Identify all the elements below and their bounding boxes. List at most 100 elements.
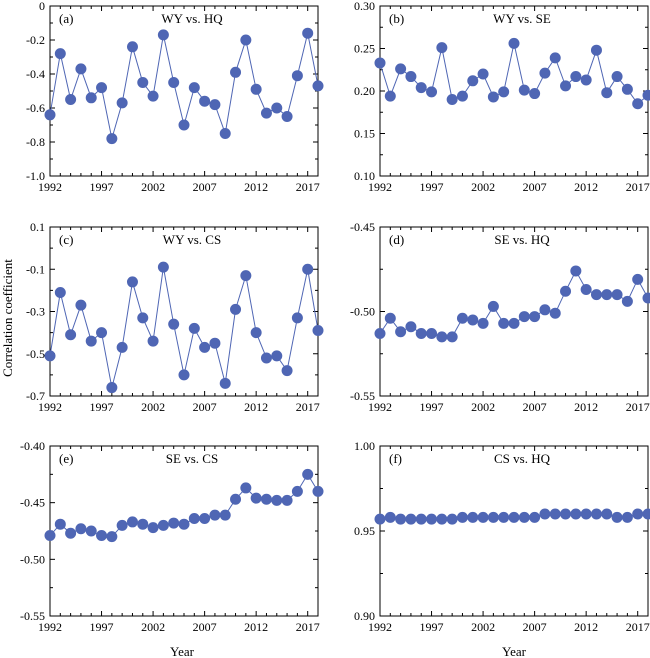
y-tick-label: -0.2	[26, 33, 45, 47]
x-tick-label: 2007	[523, 620, 547, 634]
data-point	[621, 295, 633, 307]
y-tick-label: 0.90	[354, 609, 375, 623]
data-point	[240, 34, 252, 46]
data-point	[281, 111, 293, 122]
y-tick-label: 0.95	[354, 524, 375, 538]
x-axis-label-right: Year	[502, 644, 527, 658]
x-axis-label-left: Year	[170, 644, 195, 658]
data-point	[96, 530, 108, 542]
data-point	[157, 261, 169, 273]
x-tick-label: 2007	[523, 180, 547, 194]
data-point	[395, 326, 407, 338]
chart-panel: 1992 1997 2002 2007 2012 2017 0.30 0.25 0.20 0.15…	[354, 0, 650, 194]
data-point	[632, 273, 644, 285]
y-tick-label: 0	[39, 0, 45, 13]
x-tick-label: 2002	[471, 180, 495, 194]
data-point	[65, 329, 77, 341]
data-point	[487, 91, 499, 103]
x-tick-label: 2002	[141, 620, 165, 634]
x-tick-label: 2002	[471, 620, 495, 634]
data-point	[96, 327, 108, 339]
data-point	[116, 519, 128, 531]
x-tick-label: 1992	[38, 180, 62, 194]
plot-frame	[379, 226, 649, 397]
data-point	[426, 86, 438, 98]
panel-letter: (d)	[389, 232, 404, 247]
data-point	[106, 531, 118, 543]
x-tick-label: 2012	[244, 400, 268, 414]
data-point	[529, 511, 541, 523]
y-tick-label: -0.3	[26, 305, 45, 319]
data-point	[549, 52, 561, 64]
panel-title: SE vs. HQ	[494, 232, 550, 247]
chart-panel: 1992 1997 2002 2007 2012 2017 -0.40 -0.45 -0.50 -…	[20, 439, 324, 634]
data-point	[85, 92, 97, 104]
panel-title: WY vs. HQ	[161, 11, 223, 26]
data-point	[456, 312, 468, 324]
y-tick-label: -0.55	[350, 389, 375, 403]
data-point	[642, 292, 650, 304]
data-point	[477, 317, 489, 329]
data-point	[539, 67, 551, 79]
x-tick-label: 2007	[193, 180, 217, 194]
data-point	[384, 511, 396, 523]
y-tick-label: 1.00	[354, 439, 375, 453]
data-point	[570, 265, 582, 277]
data-point	[570, 71, 582, 83]
chart-panel: 1992 1997 2002 2007 2012 2017 1.00 0.95 0.90 (f) C…	[354, 439, 650, 634]
data-point	[54, 48, 66, 60]
x-tick-label: 1997	[90, 180, 114, 194]
data-point	[199, 513, 211, 525]
x-tick-label: 2017	[626, 180, 650, 194]
data-point	[549, 508, 561, 520]
data-point	[560, 508, 572, 520]
y-tick-label: -0.4	[26, 67, 45, 81]
data-point	[281, 365, 293, 377]
panel-title: SE vs. CS	[166, 451, 218, 466]
panel-title: WY vs. SE	[493, 11, 551, 26]
data-point	[54, 286, 66, 298]
data-point	[209, 337, 221, 349]
data-point	[477, 511, 489, 523]
data-point	[590, 44, 602, 56]
data-point	[178, 119, 190, 131]
data-point	[601, 289, 613, 301]
data-point	[271, 102, 283, 114]
data-point	[85, 335, 97, 347]
data-point	[209, 99, 221, 111]
panels: 1992 1997 2002 2007 2012 2017 0 -0.2 -0.4 -0.6 -0.…	[20, 0, 650, 634]
y-tick-label: -0.40	[20, 439, 45, 453]
data-point	[178, 369, 190, 381]
y-tick-label: 0.30	[354, 0, 375, 13]
y-tick-label: -0.5	[26, 347, 45, 361]
data-point	[126, 516, 138, 528]
panel-letter: (e)	[59, 451, 73, 466]
x-tick-label: 2012	[574, 620, 598, 634]
data-point	[219, 128, 231, 139]
x-tick-label: 2012	[574, 180, 598, 194]
data-point	[147, 522, 159, 534]
data-point	[632, 98, 644, 110]
data-point	[147, 335, 159, 347]
data-point	[291, 485, 303, 497]
data-point	[250, 492, 262, 504]
data-point	[271, 494, 283, 506]
panel-letter: (b)	[389, 11, 404, 26]
data-point	[157, 519, 169, 531]
y-tick-label: -0.55	[20, 609, 45, 623]
x-tick-label: 2012	[244, 620, 268, 634]
data-point	[426, 327, 438, 339]
chart-panel: 1992 1997 2002 2007 2012 2017 0.1 -0.1 -0.3 -0.5 -…	[26, 220, 324, 414]
data-point	[312, 485, 324, 497]
data-point	[260, 352, 272, 364]
data-point	[436, 513, 448, 525]
data-point	[178, 518, 190, 530]
x-tick-label: 2012	[244, 180, 268, 194]
y-tick-label: 0.15	[354, 127, 375, 141]
data-point	[291, 70, 303, 82]
data-point	[498, 511, 510, 523]
data-point	[405, 71, 417, 83]
data-point	[601, 508, 613, 520]
data-point	[250, 327, 262, 339]
y-tick-label: 0.1	[30, 220, 45, 234]
